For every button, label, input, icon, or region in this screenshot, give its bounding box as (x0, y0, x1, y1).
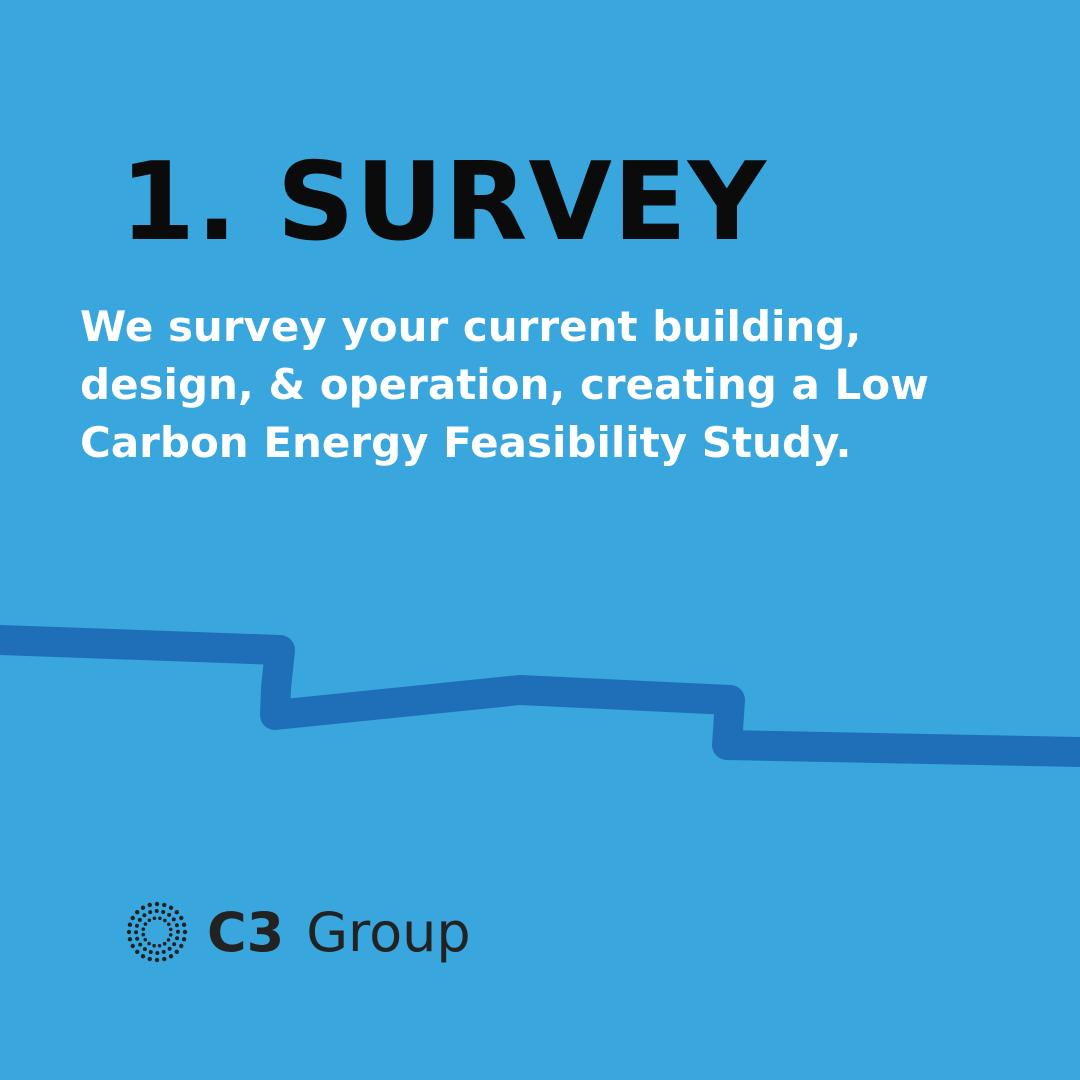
logo-dot (162, 902, 167, 908)
logo-dot (174, 910, 179, 915)
logo-dot (161, 909, 166, 914)
logo-dot (167, 912, 172, 917)
logo-dot (130, 915, 135, 921)
logo-dot (175, 936, 180, 941)
stair-stroke (0, 625, 1080, 767)
logo-dot (168, 927, 173, 932)
logo-dot (176, 929, 180, 934)
body-line: design, & operation, creating a Low (80, 360, 929, 409)
logo-dot (154, 909, 159, 913)
logo-dot (157, 943, 162, 948)
logo-dot (134, 930, 138, 935)
logo: C3 Group (125, 900, 471, 964)
logo-dot (148, 950, 153, 955)
logo-dot (182, 929, 188, 935)
logo-dot (181, 922, 187, 927)
logo-dot (127, 937, 133, 942)
logo-dot (130, 943, 135, 949)
logo-dot (166, 938, 171, 942)
logo-dot (163, 918, 167, 923)
logo-dot (181, 937, 187, 942)
logo-dot (168, 954, 174, 959)
logo-dot (140, 905, 146, 910)
logo-dot (162, 956, 167, 962)
body-line: Carbon Energy Feasibility Study. (80, 418, 852, 467)
logo-dot (155, 951, 160, 955)
logo-dot (137, 917, 142, 922)
logo-dot (142, 947, 147, 952)
logo-dot (135, 910, 140, 915)
logo-dot (140, 954, 146, 959)
logo-dot (174, 923, 179, 928)
logo-dot (147, 902, 152, 908)
logo-dot (158, 916, 162, 921)
logo-dot (143, 937, 148, 942)
logo-brand: C3 (207, 900, 285, 964)
logo-dot (141, 932, 146, 937)
logo-dot (147, 956, 152, 962)
logo-dot (135, 936, 140, 941)
logo-dot (141, 927, 146, 931)
logo-dot (148, 910, 153, 915)
logo-dot (174, 949, 179, 954)
logo-dot (172, 942, 177, 947)
logo-dot (126, 929, 132, 935)
logo-dot (142, 913, 147, 918)
logo-dot (168, 905, 174, 910)
logo-dot (179, 915, 184, 921)
logo-dot (161, 949, 166, 954)
logo-dot (167, 946, 172, 951)
logo-dot (143, 922, 148, 926)
heading: 1. SURVEY (120, 140, 767, 265)
body-text: We survey your current building, design,… (80, 298, 929, 472)
logo-dot (171, 917, 176, 922)
logo-dot (147, 941, 151, 946)
logo-dot (166, 922, 171, 927)
logo-dot (127, 922, 133, 927)
logo-dot (168, 933, 173, 937)
logo-dot (135, 949, 140, 954)
logo-dot (152, 943, 156, 948)
logo-dot (179, 943, 184, 949)
logo-name: Group (306, 900, 471, 964)
logo-dot (152, 916, 157, 921)
logo-dot (138, 942, 143, 947)
logo-dot (134, 923, 139, 928)
logo-dot (162, 941, 167, 946)
logo-dot (154, 901, 160, 907)
logo-dot (154, 957, 160, 963)
logo-dot (147, 918, 152, 923)
logo-icon (126, 901, 188, 963)
body-line: We survey your current building, (80, 302, 862, 351)
